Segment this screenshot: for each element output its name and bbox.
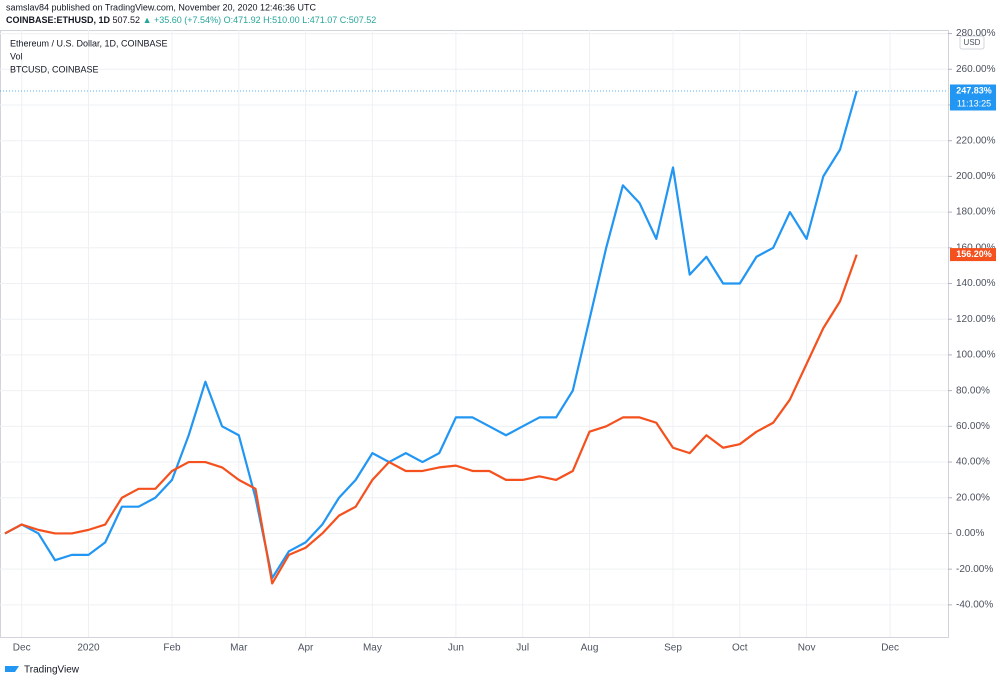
brand: TradingView bbox=[24, 665, 80, 676]
last-value-label: 156.20% bbox=[956, 249, 992, 259]
last-value-box bbox=[950, 248, 996, 262]
price: 507.52 bbox=[113, 15, 141, 25]
low: L:471.07 bbox=[302, 15, 337, 25]
change: +35.60 (+7.54%) bbox=[154, 15, 221, 25]
change-arrow: ▲ bbox=[143, 15, 152, 25]
y-tick-label: -40.00% bbox=[956, 600, 993, 611]
y-tick-label: 60.00% bbox=[956, 421, 990, 432]
symbol-line: COINBASE:ETHUSD, 1D 507.52 ▲ +35.60 (+7.… bbox=[6, 15, 376, 25]
x-tick-label: Jun bbox=[448, 643, 464, 654]
currency: USD bbox=[964, 38, 981, 47]
y-tick-label: 260.00% bbox=[956, 64, 996, 75]
legend-title: Ethereum / U.S. Dollar, 1D, COINBASE bbox=[10, 38, 168, 48]
symbol: COINBASE:ETHUSD, 1D bbox=[6, 15, 111, 25]
x-tick-label: Dec bbox=[13, 643, 31, 654]
x-tick-label: Feb bbox=[163, 643, 181, 654]
last-value-box bbox=[950, 84, 996, 98]
y-tick-label: 180.00% bbox=[956, 207, 996, 218]
open: O:471.92 bbox=[224, 15, 261, 25]
x-tick-label: Apr bbox=[298, 643, 314, 654]
x-tick-label: Aug bbox=[581, 643, 599, 654]
y-tick-label: -20.00% bbox=[956, 564, 993, 575]
last-value-label: 247.83% bbox=[956, 85, 992, 95]
countdown: 11:13:25 bbox=[957, 98, 991, 108]
publisher-line: samslav84 published on TradingView.com, … bbox=[6, 2, 317, 12]
x-tick-label: Mar bbox=[230, 643, 248, 654]
x-tick-label: 2020 bbox=[77, 643, 100, 654]
grid bbox=[0, 30, 948, 637]
y-tick-label: 120.00% bbox=[956, 314, 996, 325]
y-tick-label: 80.00% bbox=[956, 385, 990, 396]
legend-title: Vol bbox=[10, 51, 23, 61]
currency-badge bbox=[959, 35, 985, 50]
y-tick-label: 0.00% bbox=[956, 528, 984, 539]
series-line bbox=[4, 254, 858, 585]
high: H:510.00 bbox=[263, 15, 300, 25]
y-tick-label: 40.00% bbox=[956, 457, 990, 468]
brand-logo bbox=[5, 666, 19, 672]
y-tick-label: 20.00% bbox=[956, 492, 990, 503]
series-line bbox=[4, 90, 858, 580]
x-tick-label: Sep bbox=[664, 643, 682, 654]
legend-title: BTCUSD, COINBASE bbox=[10, 64, 99, 74]
close: C:507.52 bbox=[340, 15, 377, 25]
y-tick-label: 160.00% bbox=[956, 242, 996, 253]
y-tick-label: 280.00% bbox=[956, 28, 996, 39]
series-lines bbox=[0, 90, 948, 585]
x-tick-label: Jul bbox=[516, 643, 529, 654]
x-tick-label: Nov bbox=[798, 643, 816, 654]
plot-frame bbox=[0, 30, 949, 638]
x-tick-label: Dec bbox=[881, 643, 899, 654]
axis-labels: -40.00% -20.00% 0.00% 20.00% 40.00% 60.00% 80.… bbox=[13, 28, 996, 654]
x-tick-label: May bbox=[363, 643, 382, 654]
y-tick-label: 220.00% bbox=[956, 135, 996, 146]
y-tick-label: 140.00% bbox=[956, 278, 996, 289]
y-tick-label: 200.00% bbox=[956, 171, 996, 182]
x-tick-label: Oct bbox=[732, 643, 748, 654]
countdown-box bbox=[950, 97, 996, 111]
y-tick-label: 100.00% bbox=[956, 350, 996, 361]
